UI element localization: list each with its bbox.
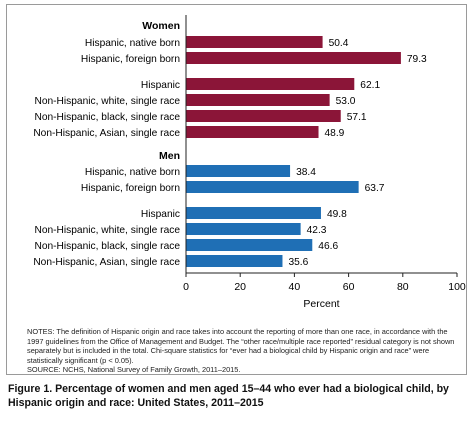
- value-label: 48.9: [325, 128, 345, 139]
- value-label: 79.3: [407, 54, 427, 65]
- category-label: Non-Hispanic, white, single race: [34, 96, 180, 107]
- category-label: Non-Hispanic, Asian, single race: [33, 257, 180, 268]
- x-tick-label: 40: [289, 281, 301, 293]
- category-label: Non-Hispanic, white, single race: [34, 225, 180, 236]
- bar-men: [186, 165, 291, 177]
- figure-frame: Women Hispanic, native born 50.4 Hispanic, …: [6, 4, 467, 375]
- value-label: 50.4: [329, 38, 349, 49]
- bar-men: [186, 181, 359, 193]
- category-label: Hispanic, foreign born: [81, 183, 180, 194]
- x-tick-label: 100: [448, 281, 466, 293]
- value-label: 53.0: [336, 96, 356, 107]
- value-label: 63.7: [365, 183, 385, 194]
- x-tick-label: 80: [397, 281, 409, 293]
- category-label: Hispanic, foreign born: [81, 54, 180, 65]
- bar-men: [186, 207, 321, 219]
- chart-notes: NOTES: The definition of Hispanic origin…: [27, 327, 465, 375]
- value-label: 57.1: [347, 112, 367, 123]
- category-label: Non-Hispanic, black, single race: [34, 241, 180, 252]
- category-label: Non-Hispanic, black, single race: [34, 112, 180, 123]
- x-axis-title: Percent: [303, 298, 339, 310]
- bar-women: [186, 78, 355, 90]
- bar-women: [186, 110, 341, 122]
- category-label: Hispanic, native born: [85, 167, 180, 178]
- bar-chart: Women Hispanic, native born 50.4 Hispanic, …: [33, 15, 466, 310]
- x-tick-label: 20: [234, 281, 246, 293]
- value-label: 38.4: [296, 167, 316, 178]
- category-label: Hispanic, native born: [85, 38, 180, 49]
- value-label: 46.6: [318, 241, 338, 252]
- bar-men: [186, 239, 313, 251]
- bar-women: [186, 52, 401, 64]
- bar-women: [186, 94, 330, 106]
- category-label: Non-Hispanic, Asian, single race: [33, 128, 180, 139]
- bar-women: [186, 126, 319, 138]
- category-label: Hispanic: [141, 80, 180, 91]
- value-label: 49.8: [327, 209, 347, 220]
- value-label: 62.1: [360, 80, 380, 91]
- value-label: 35.6: [288, 257, 308, 268]
- source-text: SOURCE: NCHS, National Survey of Family …: [27, 365, 241, 375]
- x-tick-label: 60: [343, 281, 355, 293]
- group-label-men: Men: [159, 150, 180, 162]
- category-label: Hispanic: [141, 209, 180, 220]
- group-label-women: Women: [142, 20, 180, 32]
- notes-text: NOTES: The definition of Hispanic origin…: [27, 327, 455, 365]
- bar-men: [186, 255, 283, 267]
- figure-caption: Figure 1. Percentage of women and men ag…: [8, 383, 449, 409]
- value-label: 42.3: [307, 225, 327, 236]
- bar-men: [186, 223, 301, 235]
- bar-women: [186, 36, 323, 48]
- x-tick-label: 0: [183, 281, 189, 293]
